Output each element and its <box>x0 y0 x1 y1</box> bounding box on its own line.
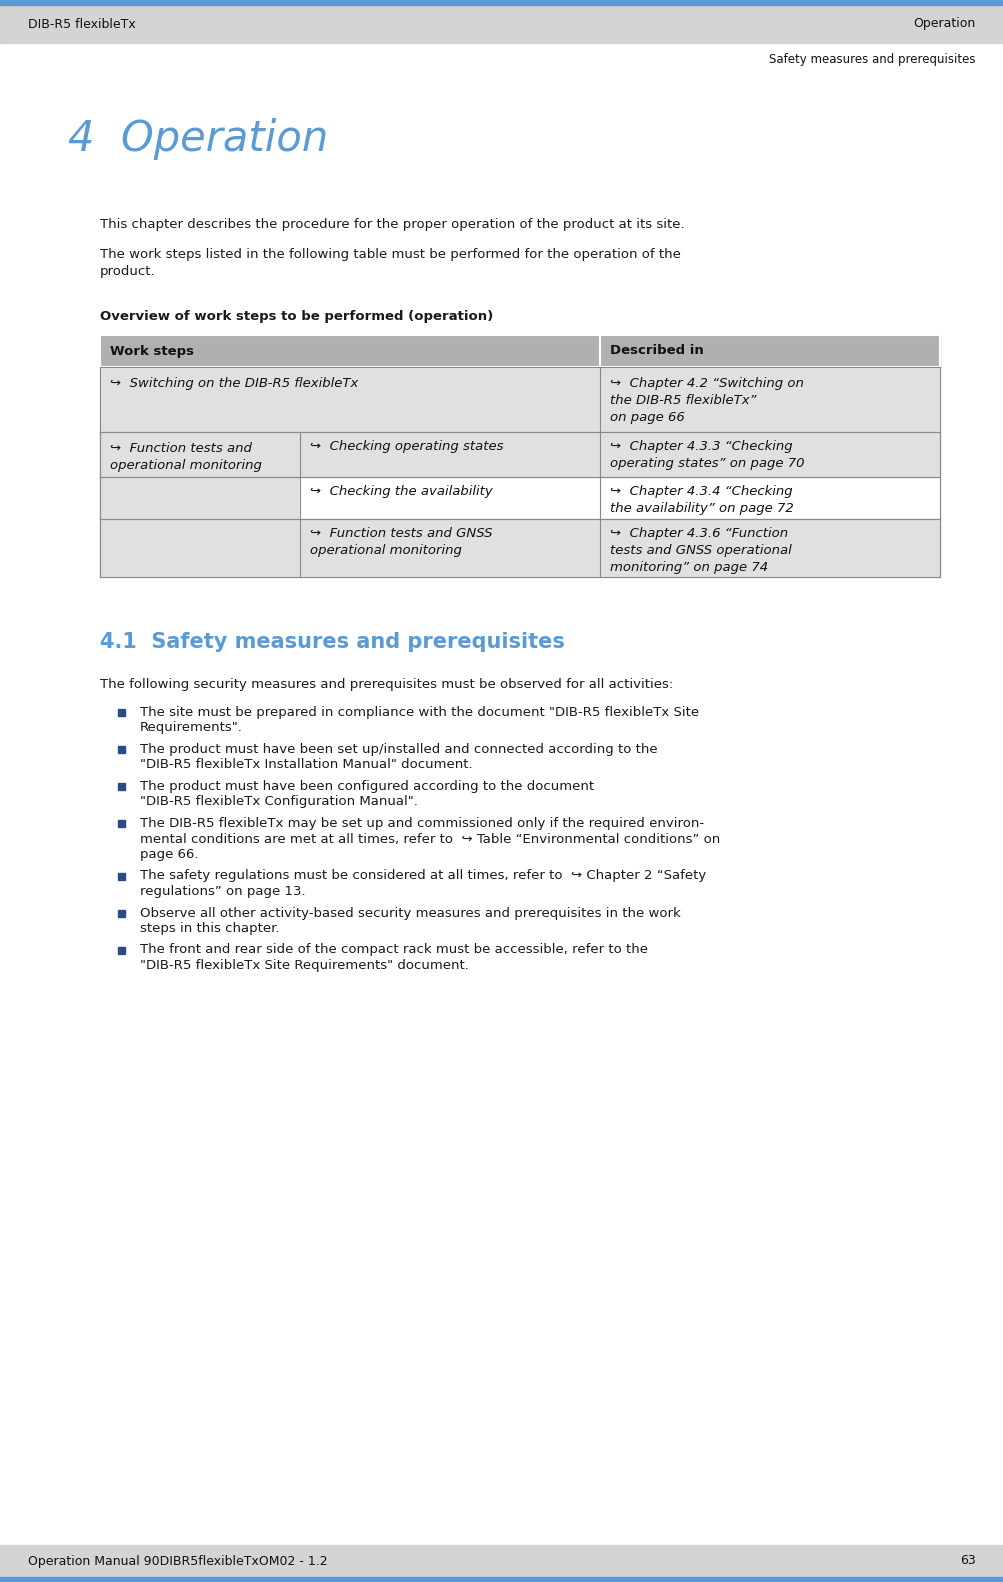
Text: ↪  Function tests and GNSS
operational monitoring: ↪ Function tests and GNSS operational mo… <box>310 527 492 557</box>
Bar <box>0 0 1003 5</box>
Text: steps in this chapter.: steps in this chapter. <box>139 922 279 935</box>
Text: ↪  Checking operating states: ↪ Checking operating states <box>310 440 503 452</box>
Bar <box>300 478 939 519</box>
Text: "DIB-R5 flexibleTx Installation Manual" document.: "DIB-R5 flexibleTx Installation Manual" … <box>139 758 472 772</box>
Text: Work steps: Work steps <box>110 345 194 358</box>
Text: ↪  Checking the availability: ↪ Checking the availability <box>310 486 492 498</box>
Text: 4.1  Safety measures and prerequisites: 4.1 Safety measures and prerequisites <box>100 631 565 652</box>
Text: ↪  Switching on the DIB-R5 flexibleTx: ↪ Switching on the DIB-R5 flexibleTx <box>110 377 358 391</box>
Bar <box>118 709 125 717</box>
Text: The DIB-R5 flexibleTx may be set up and commissioned only if the required enviro: The DIB-R5 flexibleTx may be set up and … <box>139 816 703 831</box>
Text: This chapter describes the procedure for the proper operation of the product at : This chapter describes the procedure for… <box>100 218 684 231</box>
Text: regulations” on page 13.: regulations” on page 13. <box>139 884 305 899</box>
Text: Operation Manual 90DIBR5flexibleTxOM02 - 1.2: Operation Manual 90DIBR5flexibleTxOM02 -… <box>28 1555 327 1568</box>
Bar <box>0 5 1003 43</box>
Text: Safety measures and prerequisites: Safety measures and prerequisites <box>768 52 975 65</box>
Text: The following security measures and prerequisites must be observed for all activ: The following security measures and prer… <box>100 679 673 691</box>
Bar <box>0 1577 1003 1582</box>
Bar <box>300 519 939 577</box>
Text: The work steps listed in the following table must be performed for the operation: The work steps listed in the following t… <box>100 248 680 278</box>
Text: 4  Operation: 4 Operation <box>68 119 328 160</box>
Text: 63: 63 <box>959 1555 975 1568</box>
Text: ↪  Chapter 4.2 “Switching on
the DIB-R5 flexibleTx”
on page 66: ↪ Chapter 4.2 “Switching on the DIB-R5 f… <box>610 377 803 424</box>
Text: ↪  Chapter 4.3.3 “Checking
operating states” on page 70: ↪ Chapter 4.3.3 “Checking operating stat… <box>610 440 803 470</box>
Text: DIB-R5 flexibleTx: DIB-R5 flexibleTx <box>28 17 135 30</box>
Text: The front and rear side of the compact rack must be accessible, refer to the: The front and rear side of the compact r… <box>139 943 647 957</box>
Bar <box>0 1546 1003 1582</box>
Text: Requirements".: Requirements". <box>139 721 243 734</box>
Text: The product must have been set up/installed and connected according to the: The product must have been set up/instal… <box>139 744 657 756</box>
Bar <box>100 432 300 577</box>
Text: ↪  Chapter 4.3.4 “Checking
the availability” on page 72: ↪ Chapter 4.3.4 “Checking the availabili… <box>610 486 793 516</box>
Text: ↪  Function tests and
operational monitoring: ↪ Function tests and operational monitor… <box>110 441 262 471</box>
Bar <box>118 819 125 827</box>
Text: "DIB-R5 flexibleTx Configuration Manual".: "DIB-R5 flexibleTx Configuration Manual"… <box>139 796 417 808</box>
Text: Overview of work steps to be performed (operation): Overview of work steps to be performed (… <box>100 310 492 323</box>
Text: Observe all other activity-based security measures and prerequisites in the work: Observe all other activity-based securit… <box>139 906 680 919</box>
Bar <box>118 783 125 789</box>
Bar <box>118 946 125 954</box>
Text: The site must be prepared in compliance with the document "DIB-R5 flexibleTx Sit: The site must be prepared in compliance … <box>139 706 698 718</box>
Text: page 66.: page 66. <box>139 848 199 861</box>
Text: mental conditions are met at all times, refer to  ↪ Table “Environmental conditi: mental conditions are met at all times, … <box>139 832 719 845</box>
Bar <box>118 910 125 916</box>
Bar <box>300 432 939 478</box>
Text: "DIB-R5 flexibleTx Site Requirements" document.: "DIB-R5 flexibleTx Site Requirements" do… <box>139 959 468 971</box>
Bar <box>118 747 125 753</box>
Bar <box>118 873 125 880</box>
Text: The product must have been configured according to the document: The product must have been configured ac… <box>139 780 594 793</box>
Text: The safety regulations must be considered at all times, refer to  ↪ Chapter 2 “S: The safety regulations must be considere… <box>139 870 705 883</box>
Bar <box>100 367 939 432</box>
Text: Described in: Described in <box>610 345 703 358</box>
Text: ↪  Chapter 4.3.6 “Function
tests and GNSS operational
monitoring” on page 74: ↪ Chapter 4.3.6 “Function tests and GNSS… <box>610 527 791 574</box>
Bar <box>100 335 939 367</box>
Text: Operation: Operation <box>913 17 975 30</box>
